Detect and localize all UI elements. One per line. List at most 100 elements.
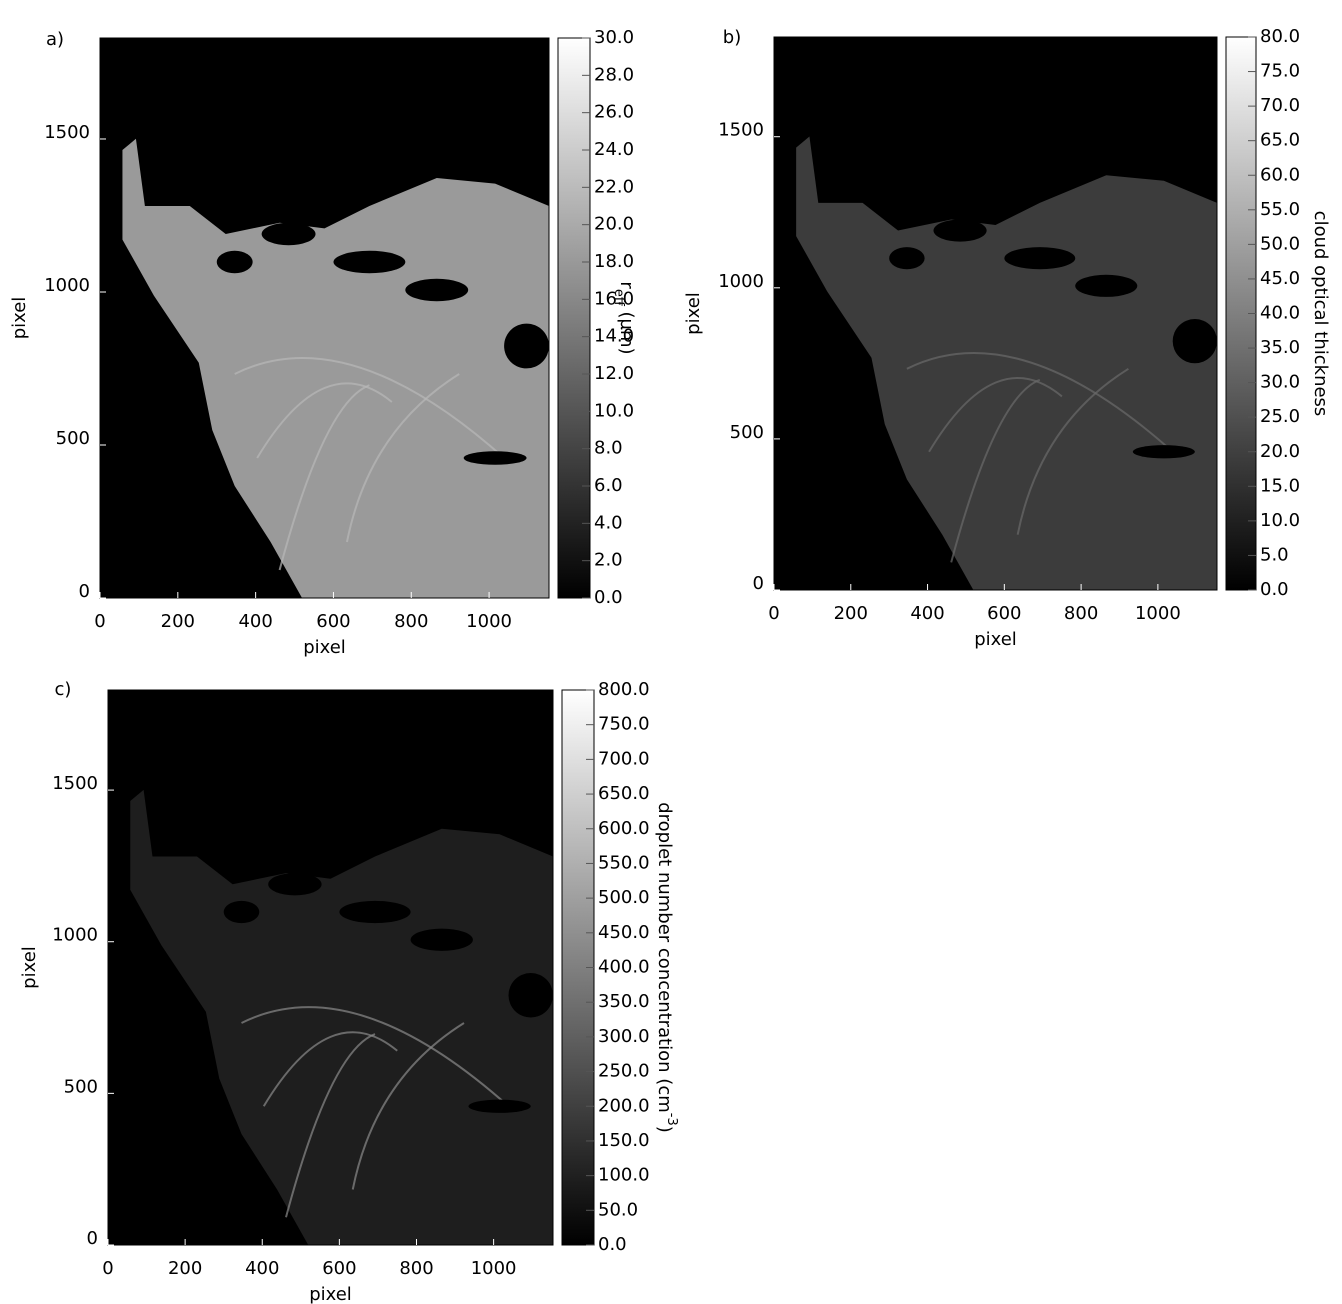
y-tick-label: 0 xyxy=(753,573,764,594)
plot-frame xyxy=(107,689,554,1246)
colorbar-tick-label: 350.0 xyxy=(598,991,650,1012)
y-tick-label: 1500 xyxy=(52,773,98,794)
colorbar-label: reff (µm) xyxy=(611,281,637,354)
cloud-streak xyxy=(906,352,1174,453)
cloud-streak xyxy=(950,378,1041,563)
colorbar-tick-label: 14.0 xyxy=(594,326,634,347)
colorbar-label-part: r xyxy=(616,281,637,289)
colorbar-tick-label: 35.0 xyxy=(1260,337,1300,358)
colorbar-tick-label: 300.0 xyxy=(598,1026,650,1047)
y-tick-label: 500 xyxy=(730,422,764,443)
cloud-gap xyxy=(1004,247,1076,270)
colorbar xyxy=(557,37,591,599)
colorbar-tick-label: 50.0 xyxy=(1260,233,1300,254)
cloud-gap xyxy=(339,900,411,924)
x-tick-label: 600 xyxy=(987,603,1021,624)
colorbar-tick-label: 20.0 xyxy=(1260,441,1300,462)
colorbar-tick-label: 20.0 xyxy=(594,214,634,235)
colorbar-tick-label: 150.0 xyxy=(598,1130,650,1151)
colorbar-tick-label: 250.0 xyxy=(598,1061,650,1082)
colorbar-label-part: ) xyxy=(654,1126,675,1133)
cloud-streak xyxy=(928,377,1063,453)
cloud-gap xyxy=(268,873,322,896)
colorbar-tick-label: 700.0 xyxy=(598,748,650,769)
colorbar-tick-label: 10.0 xyxy=(1260,510,1300,531)
colorbar-tick-label: 22.0 xyxy=(594,176,634,197)
colorbar-tick-label: 0.0 xyxy=(1260,579,1289,600)
x-tick-label: 200 xyxy=(834,603,868,624)
colorbar-tick-label: 600.0 xyxy=(598,818,650,839)
x-axis-label: pixel xyxy=(303,637,346,658)
y-tick-label: 0 xyxy=(79,581,90,602)
colorbar-label-part: (µm) xyxy=(616,306,637,355)
x-tick-label: 200 xyxy=(168,1258,202,1279)
colorbar-tick-label: 16.0 xyxy=(594,288,634,309)
colorbar-tick-label: 75.0 xyxy=(1260,61,1300,82)
x-tick-label: 1000 xyxy=(471,1258,517,1279)
colorbar-tick-label: 40.0 xyxy=(1260,303,1300,324)
cloud-gap xyxy=(405,278,469,302)
x-tick-label: 400 xyxy=(238,611,272,632)
colorbar-tick-label: 25.0 xyxy=(1260,406,1300,427)
cloud-streak xyxy=(351,1022,465,1190)
colorbar-tick-label: 400.0 xyxy=(598,957,650,978)
plot-frame xyxy=(99,37,550,599)
colorbar-tick-label: 30.0 xyxy=(1260,372,1300,393)
cloud-streak xyxy=(256,382,393,459)
cloud-gap xyxy=(463,451,527,465)
x-tick-label: 600 xyxy=(316,611,350,632)
x-tick-label: 800 xyxy=(1064,603,1098,624)
colorbar-tick-label: 450.0 xyxy=(598,922,650,943)
cloud-streak xyxy=(262,1031,398,1107)
cloud-streak xyxy=(285,1033,376,1218)
y-tick-label: 500 xyxy=(64,1076,98,1097)
y-axis-label: pixel xyxy=(19,946,40,989)
y-tick-label: 1000 xyxy=(52,925,98,946)
colorbar-tick-label: 800.0 xyxy=(598,679,650,700)
colorbar-tick-label: 10.0 xyxy=(594,400,634,421)
panel-label: a) xyxy=(46,29,64,50)
cloud-streak xyxy=(241,1006,510,1107)
x-tick-label: 0 xyxy=(768,603,779,624)
cloud-streak xyxy=(345,373,460,543)
cloud-gap xyxy=(1172,319,1217,364)
y-tick-label: 1000 xyxy=(718,271,764,292)
cloud-gap xyxy=(333,250,406,274)
colorbar-tick-label: 28.0 xyxy=(594,64,634,85)
cloud-gap xyxy=(216,250,253,274)
colorbar-tick-label: 650.0 xyxy=(598,783,650,804)
colorbar-tick-label: 0.0 xyxy=(598,1234,627,1255)
colorbar-tick-label: 24.0 xyxy=(594,139,634,160)
colorbar-tick-label: 6.0 xyxy=(594,475,623,496)
colorbar-tick-label: 12.0 xyxy=(594,363,634,384)
cloud-gap xyxy=(889,247,925,270)
colorbar-tick-label: 5.0 xyxy=(1260,544,1289,565)
y-tick-label: 1500 xyxy=(44,122,90,143)
cloud-streak xyxy=(278,384,370,571)
y-tick-label: 500 xyxy=(56,428,90,449)
colorbar-tick-label: 26.0 xyxy=(594,102,634,123)
colorbar-label: droplet number concentration (cm-3) xyxy=(654,802,679,1133)
cloud-gap xyxy=(933,219,987,242)
x-tick-label: 400 xyxy=(910,603,944,624)
colorbar-label-part: cloud optical thickness xyxy=(1310,211,1331,417)
cloud-gap xyxy=(223,900,260,924)
colorbar-tick-label: 2.0 xyxy=(594,550,623,571)
colorbar-tick-label: 500.0 xyxy=(598,887,650,908)
colorbar-tick-label: 18.0 xyxy=(594,251,634,272)
colorbar-label: cloud optical thickness xyxy=(1310,211,1331,417)
x-tick-label: 400 xyxy=(245,1258,279,1279)
cloud-gap xyxy=(468,1099,531,1113)
y-axis-label: pixel xyxy=(683,292,704,335)
x-tick-label: 1000 xyxy=(466,611,512,632)
cloud-gap xyxy=(410,928,473,951)
plot-frame xyxy=(773,36,1218,591)
cloud-gap xyxy=(508,973,553,1018)
colorbar-tick-label: 550.0 xyxy=(598,852,650,873)
colorbar-label-part: eff xyxy=(611,289,626,307)
colorbar-tick-label: 15.0 xyxy=(1260,475,1300,496)
y-tick-label: 1000 xyxy=(44,275,90,296)
colorbar-tick-label: 65.0 xyxy=(1260,130,1300,151)
colorbar-tick-label: 4.0 xyxy=(594,512,623,533)
